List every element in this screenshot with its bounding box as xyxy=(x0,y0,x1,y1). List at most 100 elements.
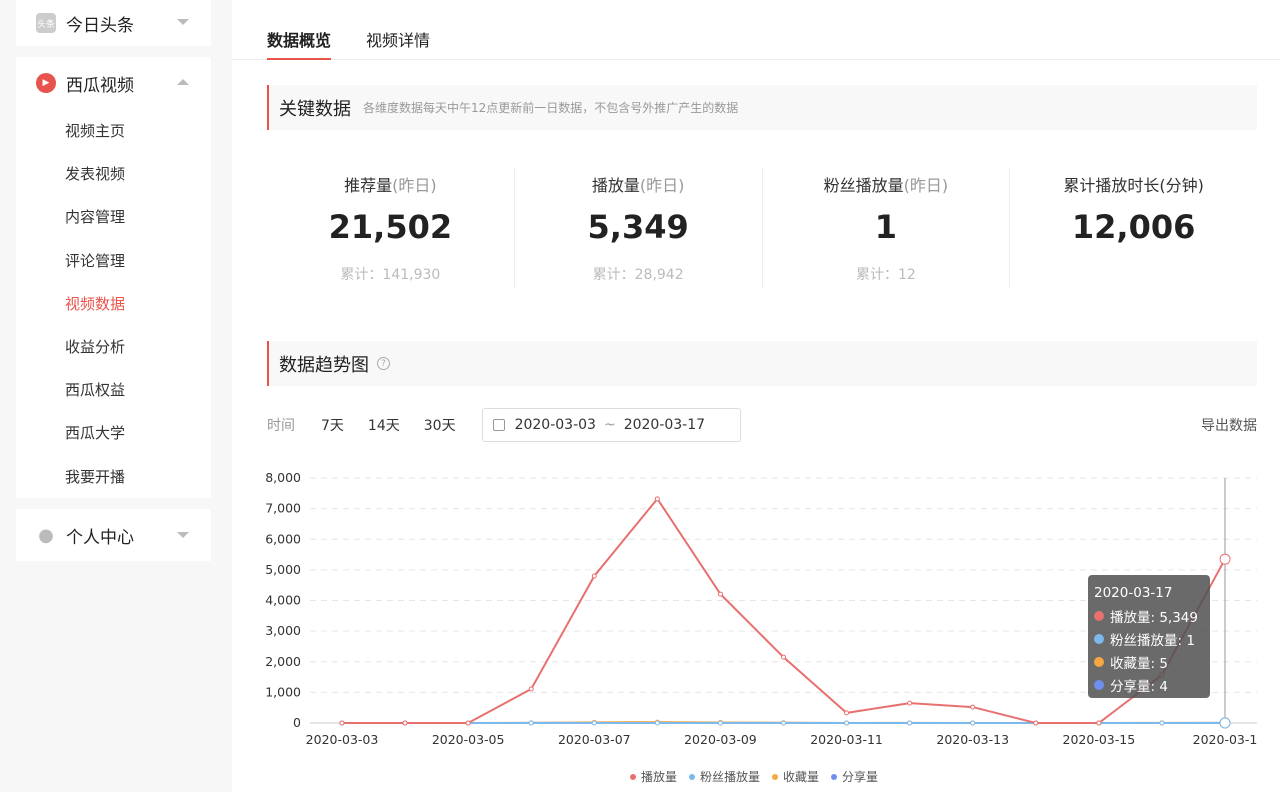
range-14d[interactable]: 14天 xyxy=(367,418,400,434)
tooltip-value: 粉丝播放量: 1 xyxy=(1110,632,1195,649)
chart-tooltip: 2020-03-17 播放量: 5,349 粉丝播放量: 1 收藏量: 5 分享… xyxy=(1088,575,1210,698)
stat-card: 累计播放时长(分钟) 12,006 xyxy=(1010,168,1257,288)
stat-value: 21,502 xyxy=(328,208,453,246)
key-data-header: 关键数据 各维度数据每天中午12点更新前一日数据，不包含号外推广产生的数据 xyxy=(267,85,1257,130)
data-point xyxy=(654,720,660,726)
data-point xyxy=(528,720,534,726)
x-tick-label: 2020-03-07 xyxy=(558,732,631,747)
stat-total: 累计：28,942 xyxy=(592,267,684,283)
stat-card: 推荐量(昨日) 21,502 累计：141,930 xyxy=(267,168,515,288)
legend-dot-icon xyxy=(689,773,696,780)
tooltip-row: 播放量: 5,349 xyxy=(1094,604,1204,627)
stat-value: 12,006 xyxy=(1071,208,1196,246)
toutiao-logo-icon: 头条 xyxy=(36,13,56,33)
trend-header: 数据趋势图 ? xyxy=(267,341,1257,386)
data-point xyxy=(654,496,660,502)
sidebar-item[interactable]: 评论管理 xyxy=(65,251,126,270)
sidebar: 头条 今日头条 ▶ 西瓜视频 视频主页发表视频内容管理评论管理视频数据收益分析西瓜权… xyxy=(0,0,232,792)
legend-item[interactable]: 粉丝播放量 xyxy=(689,768,760,785)
y-tick-label: 3,000 xyxy=(265,623,301,638)
sidebar-group-personal[interactable]: ● 个人中心 xyxy=(16,509,211,561)
series-dot-icon xyxy=(1094,679,1104,690)
y-tick-label: 7,000 xyxy=(265,501,301,516)
sidebar-item[interactable]: 西瓜权益 xyxy=(65,381,126,400)
tab-overview[interactable]: 数据概览 xyxy=(267,0,332,60)
stat-label-suffix: (昨日) xyxy=(639,176,685,195)
export-data-button[interactable]: 导出数据 xyxy=(1201,418,1257,434)
stat-total: 累计：12 xyxy=(855,267,916,283)
stat-label-suffix: (昨日) xyxy=(903,176,949,195)
stat-value: 1 xyxy=(874,208,897,246)
tooltip-value: 分享量: 4 xyxy=(1110,678,1168,695)
tooltip-value: 播放量: 5,349 xyxy=(1110,609,1198,626)
sidebar-item[interactable]: 视频主页 xyxy=(65,122,126,140)
sidebar-item[interactable]: 内容管理 xyxy=(65,208,126,227)
x-tick-label: 2020-03-15 xyxy=(1063,732,1136,747)
x-tick-label: 2020-03-11 xyxy=(810,732,883,747)
group-label: 西瓜视频 xyxy=(66,75,134,96)
range-7d[interactable]: 7天 xyxy=(321,418,344,434)
range-30d[interactable]: 30天 xyxy=(423,418,456,434)
data-point xyxy=(591,720,597,726)
data-point xyxy=(717,591,723,597)
stat-label-suffix: (昨日) xyxy=(392,176,437,195)
x-tick-label: 2020-03-05 xyxy=(432,732,505,747)
tab-video-details[interactable]: 视频详情 xyxy=(366,31,431,50)
xigua-logo-icon: ▶ xyxy=(36,73,56,93)
data-point xyxy=(907,700,913,706)
y-tick-label: 1,000 xyxy=(265,684,301,699)
trend-controls: 时间 7天 14天 30天 2020-03-03 ~ 2020-03-17 导出… xyxy=(267,408,1257,442)
data-point xyxy=(1159,720,1165,726)
tooltip-value: 收藏量: 5 xyxy=(1110,655,1168,672)
time-label: 时间 xyxy=(267,418,295,434)
data-point xyxy=(1033,720,1039,726)
stat-label-text: 推荐量 xyxy=(344,176,393,195)
sidebar-group-toutiao[interactable]: 头条 今日头条 xyxy=(16,0,211,46)
legend-dot-icon xyxy=(772,773,779,780)
stat-label: 粉丝播放量(昨日) xyxy=(763,172,1010,196)
stat-label-text: 累计播放时长(分钟) xyxy=(1063,176,1204,195)
legend-item[interactable]: 播放量 xyxy=(630,768,677,785)
data-point xyxy=(1219,717,1231,729)
sidebar-item[interactable]: 视频数据 xyxy=(65,294,126,313)
chart-legend: 播放量 粉丝播放量 收藏量 分享量 xyxy=(630,768,890,785)
stat-label: 推荐量(昨日) xyxy=(267,172,514,196)
sidebar-item[interactable]: 发表视频 xyxy=(65,165,126,184)
main-content: 数据概览 视频详情 关键数据 各维度数据每天中午12点更新前一日数据，不包含号外… xyxy=(232,0,1280,792)
stat-label: 播放量(昨日) xyxy=(515,172,762,196)
legend-item[interactable]: 分享量 xyxy=(831,768,878,785)
tab-bar: 数据概览 视频详情 xyxy=(232,0,1280,60)
legend-item[interactable]: 收藏量 xyxy=(772,768,819,785)
data-point xyxy=(907,720,913,726)
date-sep: ~ xyxy=(603,417,616,433)
series-dot-icon xyxy=(1094,656,1104,667)
data-point xyxy=(970,704,976,710)
stat-total: 累计：141,930 xyxy=(340,267,441,283)
data-point xyxy=(528,686,534,692)
sidebar-item[interactable]: 收益分析 xyxy=(65,337,126,356)
group-header[interactable]: ▶ 西瓜视频 xyxy=(16,57,211,109)
stat-value: 5,349 xyxy=(587,208,689,246)
section-note: 各维度数据每天中午12点更新前一日数据，不包含号外推广产生的数据 xyxy=(363,101,739,115)
legend-dot-icon xyxy=(630,773,636,780)
y-tick-label: 0 xyxy=(293,715,301,730)
y-tick-label: 8,000 xyxy=(265,470,301,485)
data-point xyxy=(1219,553,1231,565)
chevron-down-icon xyxy=(177,532,189,538)
y-tick-label: 6,000 xyxy=(265,531,301,546)
data-point xyxy=(844,720,850,726)
tooltip-row: 收藏量: 5 xyxy=(1094,650,1204,673)
sidebar-group-xigua: ▶ 西瓜视频 视频主页发表视频内容管理评论管理视频数据收益分析西瓜权益西瓜大学我要… xyxy=(16,57,211,498)
x-tick-label: 2020-03-1 xyxy=(1193,732,1258,747)
data-point xyxy=(781,720,786,726)
question-circle-icon[interactable]: ? xyxy=(377,357,390,370)
legend-label: 播放量 xyxy=(641,770,678,784)
section-title: 关键数据 xyxy=(279,98,351,120)
sidebar-item[interactable]: 西瓜大学 xyxy=(65,424,126,443)
tooltip-row: 分享量: 4 xyxy=(1094,673,1204,696)
stat-label-text: 播放量 xyxy=(591,176,640,195)
y-tick-label: 5,000 xyxy=(265,562,301,577)
date-range-picker[interactable]: 2020-03-03 ~ 2020-03-17 xyxy=(481,408,741,442)
sidebar-item[interactable]: 我要开播 xyxy=(65,467,126,486)
